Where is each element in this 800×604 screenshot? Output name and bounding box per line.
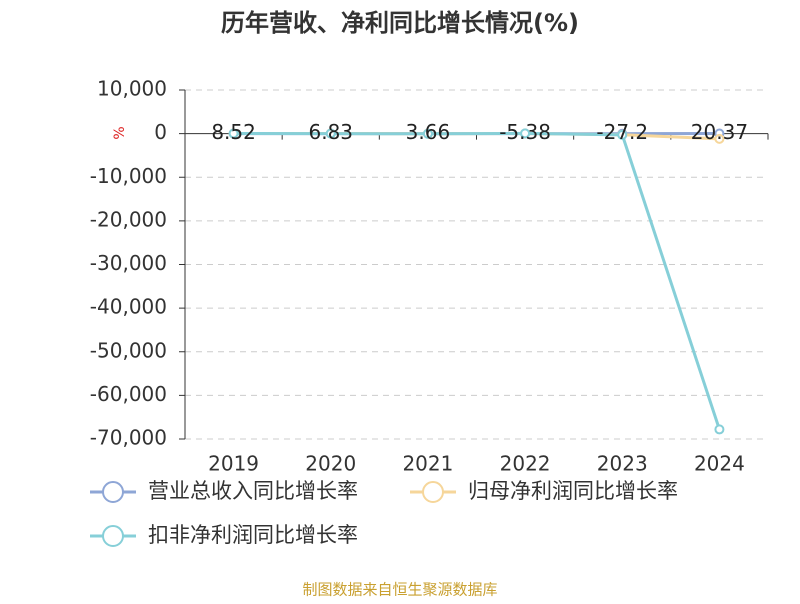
- x-tick-label: 2021: [402, 452, 453, 476]
- legend-marker: [103, 526, 123, 546]
- legend-label: 营业总收入同比增长率: [148, 479, 358, 503]
- y-tick-label: -40,000: [90, 295, 167, 319]
- y-tick-label: 10,000: [97, 77, 167, 101]
- x-tick-label: 2022: [500, 452, 551, 476]
- x-tick-label: 2019: [208, 452, 259, 476]
- y-tick-label: -60,000: [90, 382, 167, 406]
- legend-label: 扣非净利润同比增长率: [148, 523, 358, 547]
- y-tick-label: -70,000: [90, 426, 167, 450]
- data-label: -5.38: [499, 120, 551, 144]
- series-line: [234, 133, 720, 429]
- y-tick-label: -20,000: [90, 207, 167, 231]
- data-label: -27.2: [596, 120, 648, 144]
- data-label: 20.37: [691, 120, 748, 144]
- y-tick-label: -30,000: [90, 251, 167, 275]
- chart-title: 历年营收、净利同比增长情况(%): [221, 9, 579, 37]
- data-label: 3.66: [406, 120, 451, 144]
- data-label: 6.83: [308, 120, 353, 144]
- x-tick-label: 2020: [305, 452, 356, 476]
- data-point: [715, 425, 723, 433]
- data-label: 8.52: [211, 120, 256, 144]
- legend-marker: [423, 482, 443, 502]
- y-tick-label: 0: [154, 120, 167, 144]
- y-tick-label: -50,000: [90, 338, 167, 362]
- legend-marker: [103, 482, 123, 502]
- legend-label: 归母净利润同比增长率: [468, 479, 678, 503]
- x-tick-label: 2023: [597, 452, 648, 476]
- source-note: 制图数据来自恒生聚源数据库: [302, 581, 497, 599]
- x-tick-label: 2024: [694, 452, 745, 476]
- y-axis-label: %: [112, 126, 128, 139]
- y-tick-label: -10,000: [90, 164, 167, 188]
